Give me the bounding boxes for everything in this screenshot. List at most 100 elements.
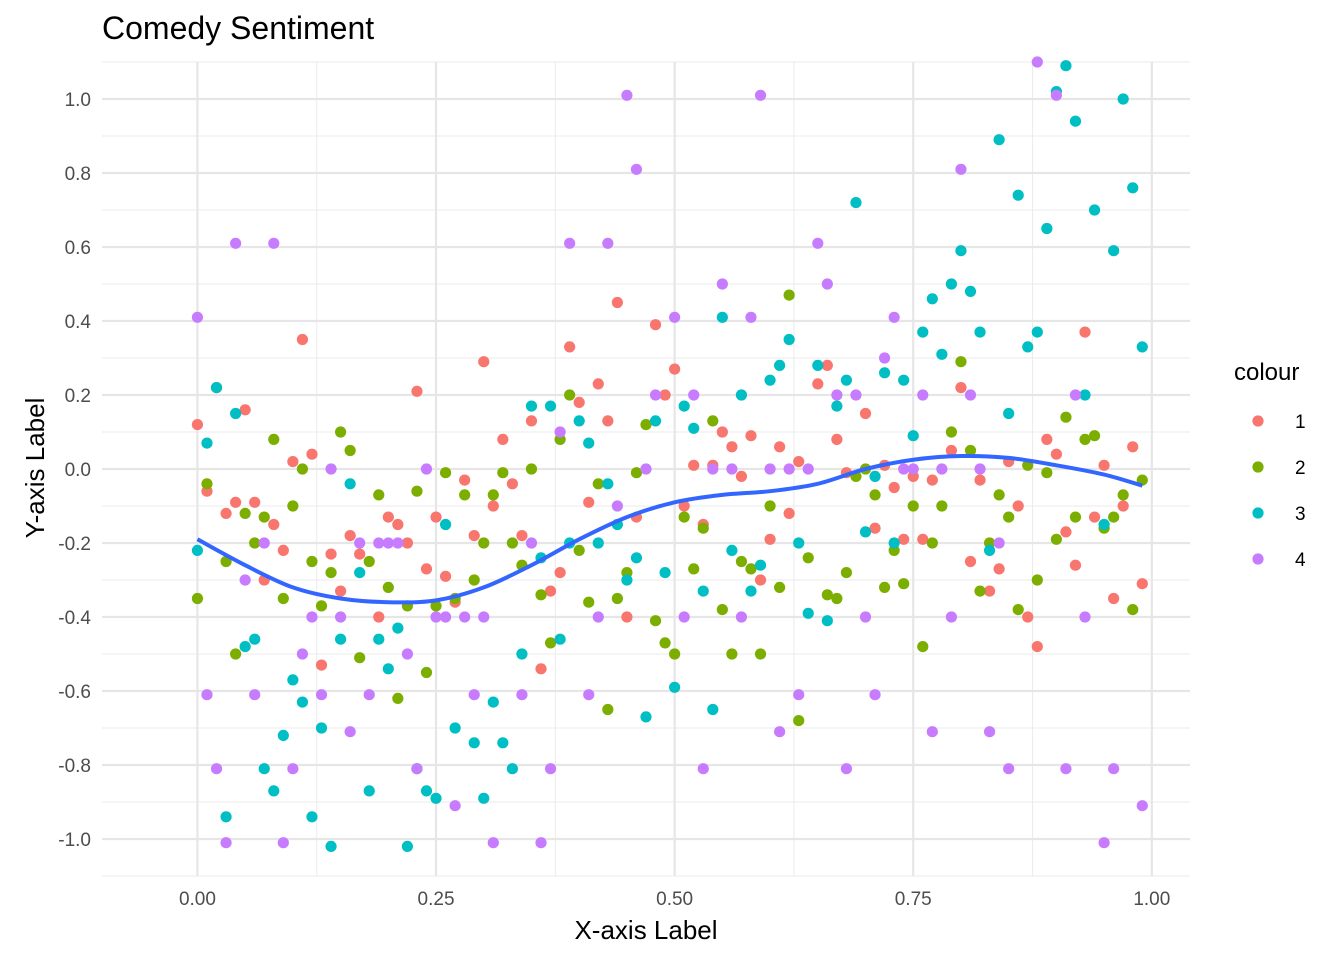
data-point-series-4 (669, 311, 681, 323)
chart-title: Comedy Sentiment (102, 10, 374, 46)
y-axis-ticks: -1.0 -0.8 -0.6 -0.4 -0.2 0.0 0.2 0.4 0.6 0.8 1.0 (58, 90, 91, 851)
data-point-series-2 (688, 563, 700, 575)
data-point-series-2 (354, 652, 366, 664)
data-point-series-2 (917, 641, 929, 653)
data-point-series-4 (964, 389, 977, 401)
data-point-series-2 (1003, 511, 1015, 523)
data-point-series-4 (334, 611, 347, 623)
data-point-series-4 (831, 389, 843, 401)
data-point-series-4 (1136, 800, 1148, 812)
data-point-series-4 (287, 763, 299, 775)
x-tick-label: 0.00 (179, 889, 216, 910)
data-point-series-3 (726, 544, 738, 557)
data-point-series-3 (354, 567, 366, 579)
data-point-series-4 (220, 837, 232, 849)
data-point-series-4 (382, 537, 394, 549)
legend-key-4 (1252, 553, 1264, 565)
data-point-series-1 (1031, 641, 1043, 653)
data-point-series-1 (1088, 511, 1101, 523)
data-point-series-3 (831, 400, 843, 412)
data-point-series-2 (707, 415, 719, 427)
data-point-series-3 (439, 518, 452, 531)
data-point-series-1 (354, 548, 366, 560)
data-point-series-2 (535, 589, 547, 601)
data-point-series-2 (831, 592, 843, 605)
data-point-series-4 (602, 237, 614, 249)
data-point-series-1 (745, 430, 757, 442)
data-point-series-3 (1012, 189, 1024, 201)
data-point-series-1 (812, 378, 824, 390)
data-point-series-1 (869, 522, 881, 534)
data-point-series-4 (544, 763, 557, 775)
data-point-series-3 (287, 674, 299, 686)
data-point-series-1 (783, 507, 795, 519)
data-point-series-3 (210, 382, 223, 394)
data-point-series-3 (344, 478, 356, 490)
data-point-series-4 (401, 648, 414, 660)
legend-key-3 (1252, 507, 1264, 519)
data-point-series-1 (277, 544, 289, 557)
data-point-series-3 (602, 478, 614, 490)
data-point-series-2 (459, 489, 471, 501)
data-point-series-2 (468, 574, 480, 586)
y-tick-label: -0.6 (58, 682, 91, 703)
data-point-series-2 (1079, 433, 1091, 445)
data-point-series-4 (955, 163, 967, 175)
data-point-series-2 (964, 444, 977, 457)
data-point-series-2 (783, 289, 795, 301)
data-point-series-1 (459, 474, 471, 486)
data-point-series-3 (926, 293, 938, 305)
data-point-series-3 (296, 696, 309, 708)
data-point-series-1 (1069, 559, 1082, 571)
data-point-series-3 (850, 197, 862, 209)
data-point-series-3 (907, 430, 919, 442)
data-point-series-1 (1117, 500, 1129, 512)
data-point-series-3 (392, 622, 404, 634)
data-point-series-3 (621, 574, 633, 586)
data-point-series-3 (497, 737, 509, 749)
x-axis-ticks: 0.00 0.25 0.50 0.75 1.00 (179, 889, 1170, 910)
data-point-series-1 (1012, 500, 1024, 512)
data-point-series-2 (544, 637, 557, 649)
data-point-series-3 (1108, 245, 1120, 257)
data-point-series-2 (573, 544, 585, 557)
data-point-series-2 (315, 600, 328, 612)
data-point-series-4 (611, 500, 623, 512)
data-point-series-3 (220, 811, 232, 823)
data-point-series-3 (239, 641, 251, 653)
data-point-series-3 (249, 633, 261, 645)
data-point-series-4 (850, 389, 862, 401)
y-axis-title: Y-axis Label (20, 398, 50, 539)
data-point-series-3 (678, 400, 690, 412)
data-point-series-3 (1088, 204, 1101, 216)
data-point-series-2 (974, 585, 986, 597)
data-point-series-4 (1098, 837, 1110, 849)
data-point-series-3 (640, 711, 652, 723)
data-point-series-4 (306, 611, 318, 623)
data-point-series-2 (716, 604, 728, 616)
data-point-series-3 (382, 663, 394, 675)
data-point-series-3 (1136, 341, 1148, 353)
data-point-series-1 (774, 441, 786, 453)
data-point-series-1 (344, 530, 356, 542)
data-point-series-2 (678, 511, 690, 523)
data-point-series-4 (745, 311, 757, 323)
data-point-series-3 (783, 333, 795, 346)
data-point-series-3 (888, 537, 900, 549)
data-point-series-2 (1108, 511, 1120, 523)
data-point-series-4 (707, 463, 719, 475)
data-point-series-3 (1079, 389, 1091, 401)
data-point-series-1 (1041, 433, 1053, 445)
data-point-series-2 (774, 581, 786, 594)
data-point-series-3 (859, 526, 872, 538)
data-point-series-4 (344, 726, 356, 738)
data-point-series-4 (1079, 611, 1091, 623)
data-point-series-1 (573, 396, 585, 408)
data-point-series-1 (1022, 611, 1034, 623)
data-point-series-3 (268, 785, 280, 797)
data-point-series-3 (707, 703, 719, 716)
data-point-series-4 (258, 537, 270, 549)
data-point-series-3 (669, 681, 681, 693)
